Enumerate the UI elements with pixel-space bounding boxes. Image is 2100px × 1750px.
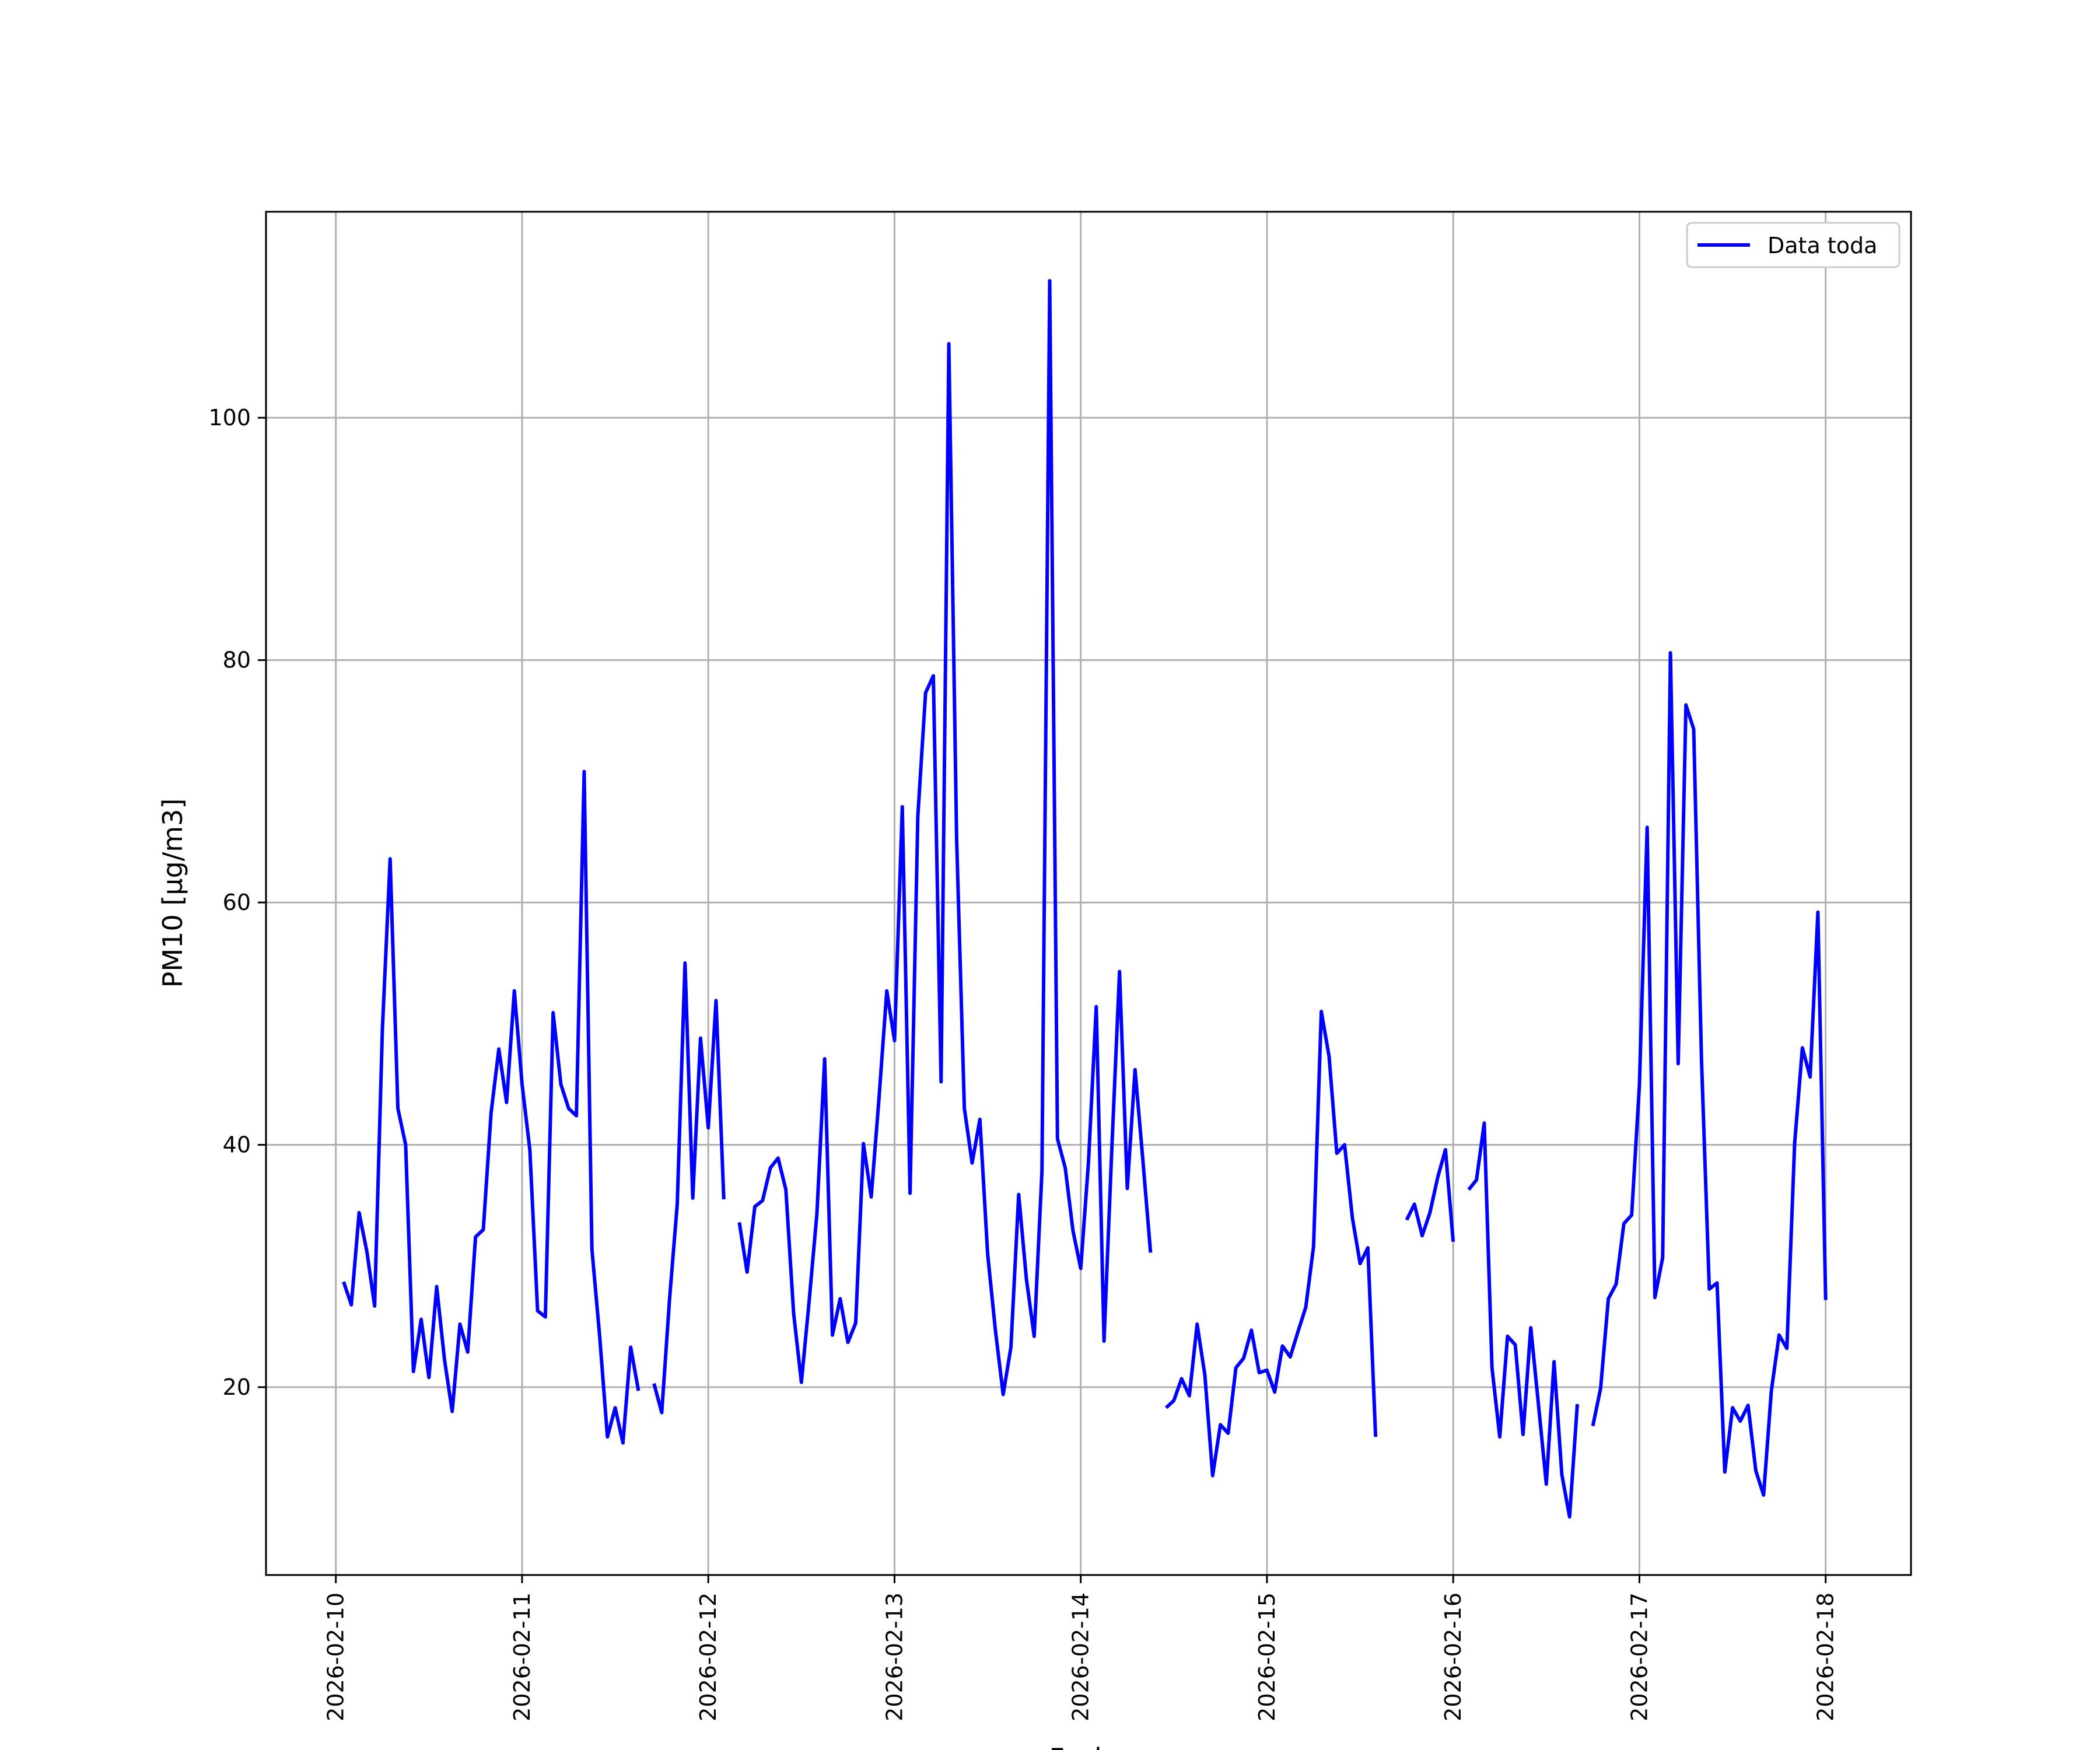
x-tick-label: 2026-02-17	[1626, 1592, 1652, 1721]
x-axis-label: Fecha	[1049, 1742, 1128, 1750]
x-tick-label: 2026-02-16	[1440, 1592, 1466, 1721]
series-line-segment	[342, 769, 640, 1445]
legend-label: Data toda	[1768, 233, 1877, 258]
series-line-segment	[1467, 1121, 1579, 1519]
x-tick-label: 2026-02-14	[1068, 1592, 1094, 1721]
series-line-segment	[737, 279, 1153, 1396]
x-tick-label: 2026-02-18	[1813, 1592, 1839, 1721]
x-tick-label: 2026-02-11	[509, 1592, 535, 1721]
series-layer	[342, 279, 1828, 1519]
y-tick-label: 80	[223, 648, 251, 673]
series-line-segment	[1164, 1010, 1378, 1478]
y-tick-label: 60	[223, 890, 251, 915]
x-tick-label: 2026-02-10	[323, 1592, 349, 1721]
plot-frame	[265, 211, 1912, 1576]
x-tick-label: 2026-02-12	[695, 1592, 721, 1721]
series-line-segment	[652, 961, 726, 1415]
x-tick-label: 2026-02-15	[1254, 1592, 1280, 1721]
legend-box	[1686, 222, 1901, 268]
x-axis-ticks: 2026-02-10 2026-02-11 2026-02-12 2026-02-13…	[323, 1575, 1839, 1721]
y-axis-ticks: 20 40 60 80 100	[208, 405, 266, 1400]
y-axis-label: PM10 [μg/m3]	[157, 799, 188, 988]
legend: Data toda	[1686, 222, 1901, 268]
series-line-segment	[1405, 1147, 1455, 1242]
y-tick-label: 40	[223, 1132, 251, 1158]
y-tick-label: 20	[223, 1374, 251, 1400]
series-line-segment	[1591, 651, 1828, 1497]
y-tick-label: 100	[208, 405, 251, 430]
x-tick-label: 2026-02-13	[881, 1592, 907, 1721]
